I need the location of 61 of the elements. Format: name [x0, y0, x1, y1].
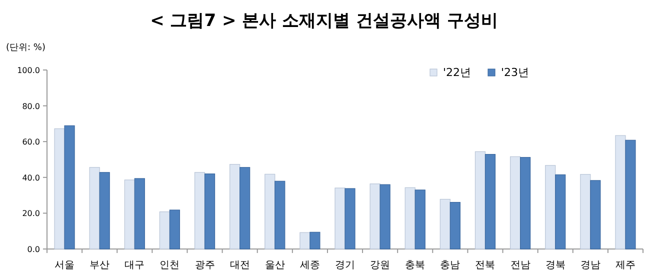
bar: [300, 232, 310, 250]
x-tick-label: 광주: [194, 260, 215, 271]
x-tick-label: 강원: [370, 260, 390, 271]
bar: [99, 172, 110, 250]
bar: [310, 232, 320, 250]
y-tick-label: 80.0: [22, 102, 40, 111]
x-tick-label: 경남: [580, 260, 600, 271]
bar: [555, 174, 566, 250]
x-tick-label: 경기: [335, 260, 355, 271]
bar: [520, 157, 531, 250]
x-tick-label: 전남: [510, 260, 530, 271]
bar: [370, 184, 380, 250]
bar: [380, 184, 390, 250]
y-axis-title: (단위: %): [6, 43, 46, 53]
bar: [64, 125, 75, 250]
bar: [159, 211, 170, 250]
x-tick-label: 전북: [475, 260, 496, 271]
y-tick-label: 60.0: [22, 138, 40, 147]
y-tick-label: 0.0: [27, 245, 40, 254]
bar: [474, 151, 486, 250]
y-tick-label: 20.0: [22, 209, 40, 218]
x-tick-label: 경북: [545, 260, 566, 271]
bar: [450, 202, 460, 250]
bar: [545, 165, 556, 250]
bar: [194, 172, 206, 250]
bar: [274, 180, 286, 250]
bar: [484, 154, 496, 250]
x-tick-label: 대구: [124, 260, 145, 271]
x-tick-label: 충북: [405, 260, 426, 271]
bar: [344, 188, 356, 250]
chart-title: < 그림7 > 본사 소재지별 건설공사액 구성비: [150, 11, 498, 31]
bar: [240, 167, 250, 250]
bar: [89, 167, 100, 250]
x-tick-label: 대전: [230, 260, 250, 271]
bar: [204, 174, 216, 250]
bar: [404, 187, 416, 250]
bar: [580, 174, 591, 250]
bar: [590, 180, 601, 250]
y-tick-label: 40.0: [22, 173, 40, 182]
bar: [440, 198, 450, 250]
bar: [124, 180, 135, 250]
bar: [334, 188, 346, 250]
bar: [134, 178, 145, 250]
x-tick-label: 제주: [615, 260, 636, 271]
bar: [54, 128, 65, 250]
x-tick-label: 충남: [440, 260, 460, 271]
bar: [414, 190, 426, 250]
x-tick-label: 세종: [300, 260, 320, 271]
x-tick-label: 울산: [264, 260, 285, 271]
x-tick-label: 서울: [54, 260, 75, 271]
x-tick-label: 부산: [90, 260, 110, 271]
bar: [169, 210, 180, 250]
y-tick-label: 100.0: [17, 66, 40, 75]
legend-label: '22년: [443, 66, 472, 79]
bar: [510, 156, 521, 250]
bar: [615, 135, 626, 250]
x-tick-label: 인천: [160, 260, 180, 271]
legend-label: '23년: [501, 66, 530, 79]
bar: [625, 140, 636, 250]
bar: [264, 174, 276, 250]
bar: [230, 164, 240, 250]
